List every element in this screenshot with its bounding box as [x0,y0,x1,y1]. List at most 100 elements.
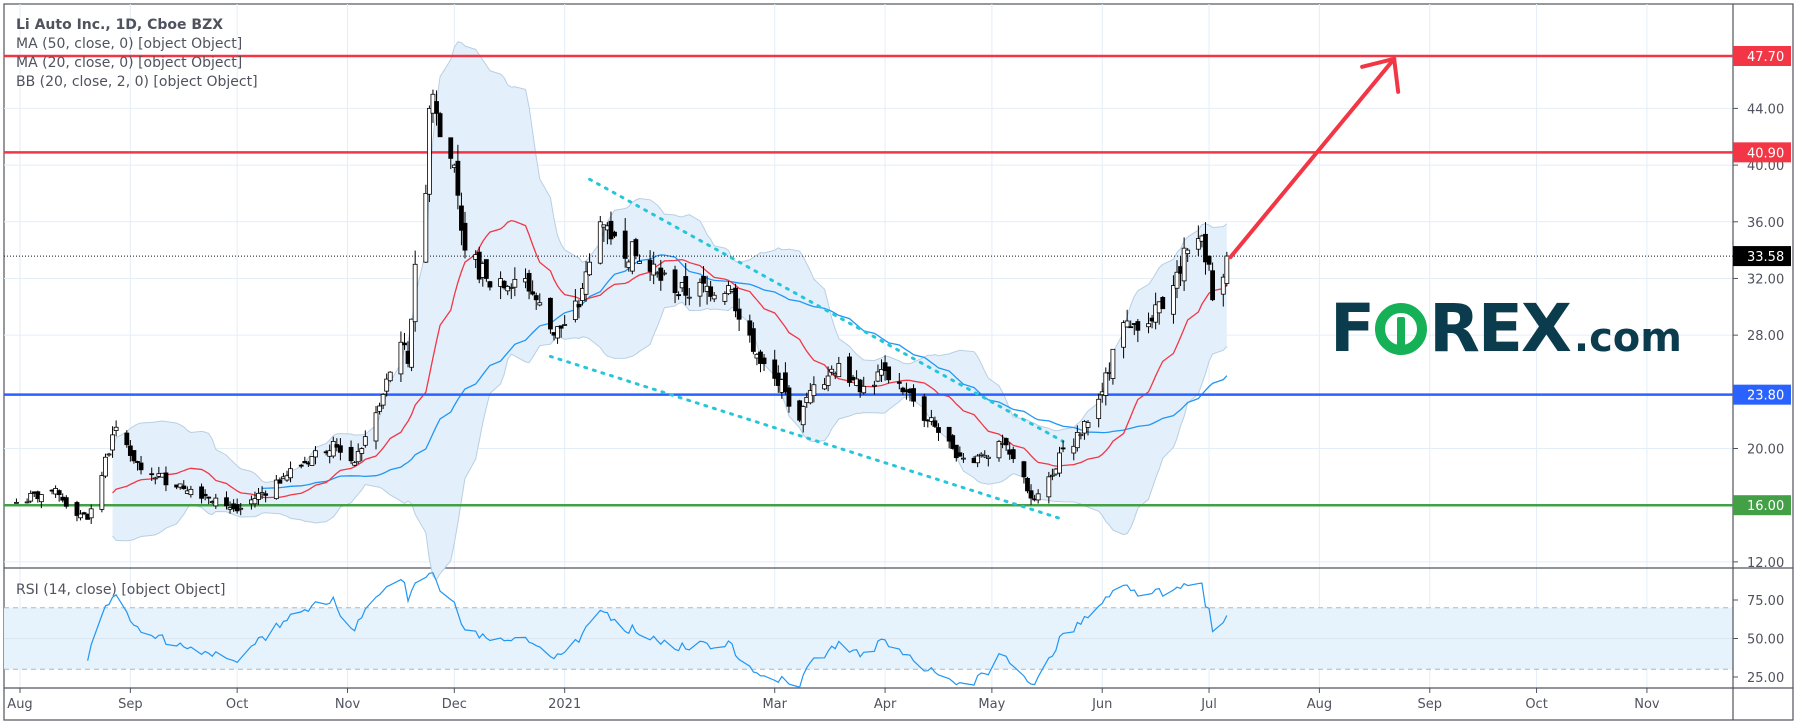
candle-body [872,384,877,387]
candle [398,331,404,383]
candle [1124,309,1130,328]
candle [946,426,952,449]
candle-body [629,241,635,272]
candle [74,500,80,522]
candle [533,292,539,310]
candle [576,299,582,319]
candle [337,438,343,461]
candle [921,393,927,428]
candle [177,483,183,490]
candle-body [273,479,279,500]
candle [131,450,137,464]
candle [373,405,379,450]
price-tick-label: 20.00 [1747,443,1784,458]
candle [850,374,856,382]
candle-body [352,462,358,466]
level-tag-label: 16.00 [1747,499,1784,514]
candle-body [81,512,87,515]
candle [911,384,916,407]
candle-body [1060,447,1066,450]
candle-body [932,420,938,427]
candle [886,366,892,384]
candle-body [288,468,293,479]
candle-body [722,293,728,302]
candle-body [957,452,963,457]
candle-body [313,450,318,458]
candle-body [501,280,507,289]
candle-body [1110,348,1116,379]
candle-body [152,477,158,480]
candle-body [736,308,742,320]
candle-body [875,371,881,382]
candle [384,373,390,397]
candle-body [177,483,183,488]
level-tag-label: 23.80 [1747,389,1784,404]
level-tag [1733,142,1791,163]
candle [661,269,667,276]
x-tick-label: Oct [1525,697,1547,712]
candle [622,218,628,268]
candle [149,467,155,481]
projection-arrow [1228,56,1397,260]
candle-body [587,261,592,276]
candle [800,405,806,433]
candle [985,454,991,467]
candle [708,280,714,302]
candle-body [355,451,361,463]
last-price-tag [1733,246,1791,267]
candle [822,378,827,391]
candle-body [558,325,564,329]
candle-body [163,472,169,486]
candle [273,474,279,500]
candle [1135,318,1141,343]
candle [1153,292,1159,330]
x-tick-label: Apr [874,697,897,712]
candle-body [711,294,717,300]
candle-body [597,221,603,264]
candle [355,443,361,464]
candle-body [384,378,390,392]
candle [537,293,543,307]
candle [256,487,261,505]
candle-body [359,448,365,454]
candle [426,105,432,203]
candle-body [110,434,115,451]
level-tag-label: 40.90 [1747,146,1784,161]
candle-body [985,456,991,459]
candle-body [1035,493,1041,501]
candle [88,504,94,524]
candle [982,450,988,459]
candle-body [879,369,884,376]
bb-legend[interactable]: BB (20, close, 2, 0) [object Object] [16,74,258,90]
candle [629,241,635,275]
candle-body [256,492,261,500]
candle [825,366,831,392]
candle [1206,255,1212,271]
trendline [588,177,1065,443]
candle-body [533,295,539,301]
rsi-legend[interactable]: RSI (14, close) [object Object] [16,582,226,598]
candle [722,291,728,305]
candle [772,349,778,387]
x-tick-label: Nov [335,697,361,712]
candle-body [1160,297,1166,310]
candle [711,291,717,303]
ma20-legend[interactable]: MA (20, close, 0) [object Object] [16,55,243,71]
candle-body [199,486,204,499]
candle-body [537,302,543,306]
candle [1021,460,1027,484]
candle-body [1220,276,1226,295]
candle-body [131,450,137,462]
ma50-legend[interactable]: MA (50, close, 0) [object Object] [16,36,243,52]
candle [572,289,578,323]
candle-body [829,368,835,373]
candle [252,491,258,508]
candle [437,111,443,138]
candle [875,364,881,383]
candle-body [409,318,415,368]
x-tick-label: Jun [1091,697,1112,712]
candle [1195,225,1201,256]
candle [412,250,418,332]
candle [138,455,144,475]
